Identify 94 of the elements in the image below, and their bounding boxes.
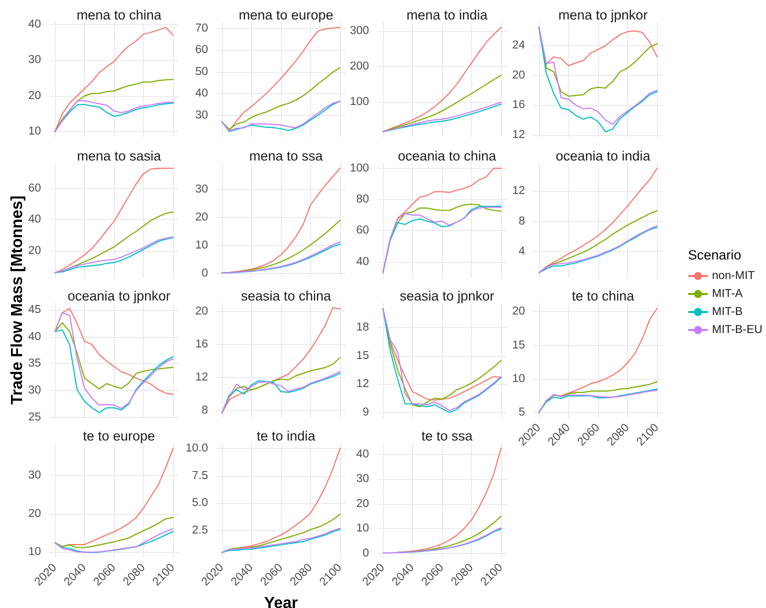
line-series [221, 67, 341, 130]
y-tick-label: 30 [195, 183, 208, 196]
line-series [382, 26, 502, 132]
y-tick-label: 15 [356, 350, 369, 362]
y-tick-label: 15 [512, 339, 525, 352]
chart-title: mena to india [406, 8, 488, 22]
y-tick-label: 10 [28, 126, 41, 138]
y-tick-label: 45 [28, 304, 41, 316]
y-tick-label: 70 [195, 22, 208, 35]
y-tick-label: 40 [28, 330, 41, 343]
y-tick-label: 100 [350, 162, 369, 174]
y-tick-label: 100 [350, 96, 369, 108]
y-tick-label: 20 [512, 69, 525, 82]
line-series [54, 312, 174, 409]
legend-label: MIT-A [712, 288, 743, 300]
x-axis-title: Year [264, 594, 298, 608]
y-tick-label: 8 [518, 215, 525, 228]
y-tick-label: 18 [356, 322, 369, 334]
y-tick-label: 0 [202, 268, 208, 280]
y-tick-label: 8 [202, 404, 208, 417]
line-series [54, 26, 174, 132]
y-tick-label: 5 [518, 406, 525, 419]
y-tick-label: 4 [518, 246, 526, 258]
line-series [54, 322, 174, 390]
chart-title: te to europe [82, 428, 156, 444]
y-tick-label: 30 [28, 469, 41, 482]
y-tick-label: 50 [195, 66, 208, 78]
chart-title: oceania to china [398, 148, 497, 164]
y-tick-label: 30 [28, 54, 41, 66]
y-tick-label: 60 [356, 224, 369, 237]
y-tick-label: 20 [195, 305, 208, 318]
line-series [538, 168, 658, 274]
y-tick-label: 12 [512, 184, 525, 197]
y-tick-label: 20 [28, 244, 41, 257]
y-tick-label: 20 [28, 90, 41, 102]
y-tick-label: 9 [362, 406, 369, 418]
y-tick-label: 35 [28, 358, 41, 370]
chart-title: seasia to jpnkor [400, 288, 495, 304]
y-tick-label: 10 [356, 522, 369, 535]
y-tick-label: 30 [28, 384, 41, 397]
legend-title: Scenario [688, 248, 742, 262]
y-tick-label: 40 [356, 448, 369, 460]
y-tick-label: 24 [512, 40, 526, 52]
y-tick-label: 40 [28, 214, 41, 226]
y-tick-label: 40 [356, 256, 369, 268]
y-axis-title: Trade Flow Mass [Mtonnes] [8, 194, 27, 406]
chart-title: seasia to china [240, 288, 332, 304]
line-series [54, 517, 174, 548]
y-tick-label: 20 [356, 498, 369, 510]
y-tick-label: 200 [350, 60, 369, 73]
y-tick-label: 30 [195, 109, 208, 122]
chart-title: mena to jpnkor [558, 8, 648, 22]
y-tick-label: 60 [195, 44, 208, 56]
line-series [54, 168, 174, 274]
chart-title: mena to ssa [249, 148, 324, 164]
y-tick-label: 5.0 [192, 497, 208, 510]
y-tick-label: 60 [28, 182, 41, 195]
y-tick-label: 2.5 [192, 524, 208, 537]
chart-title: oceania to india [556, 148, 651, 164]
y-tick-label: 12 [195, 371, 208, 384]
chart-title: oceania to jpnkor [68, 288, 171, 304]
y-tick-label: 40 [28, 18, 41, 30]
legend-label: MIT-B [712, 306, 743, 318]
chart-title: mena to sasia [76, 148, 162, 164]
y-tick-label: 20 [195, 211, 208, 224]
line-series [397, 516, 502, 553]
line-series [382, 527, 502, 554]
y-tick-label: 10 [28, 546, 41, 558]
chart-title: te to ssa [421, 428, 474, 444]
y-tick-label: 16 [512, 99, 525, 112]
y-tick-label: 10 [195, 239, 208, 252]
y-tick-label: 16 [195, 338, 208, 350]
line-series [54, 78, 174, 132]
y-tick-label: 80 [356, 193, 369, 206]
chart-title: mena to europe [238, 8, 334, 22]
legend-label: MIT-B-EU [712, 324, 762, 336]
chart-title: te to india [256, 428, 316, 444]
line-series [382, 74, 502, 132]
y-tick-label: 12 [356, 378, 369, 390]
y-tick-label: 7.5 [192, 470, 208, 482]
line-series [54, 329, 174, 414]
chart-title: mena to china [76, 8, 162, 22]
y-tick-label: 30 [356, 473, 369, 486]
y-tick-label: 20 [28, 508, 41, 520]
y-tick-label: 300 [350, 24, 369, 37]
y-tick-label: 25 [28, 411, 41, 424]
chart-title: te to china [572, 288, 635, 304]
legend-label: non-MIT [712, 270, 755, 282]
y-tick-label: 12 [512, 128, 525, 141]
y-tick-label: 20 [512, 306, 525, 318]
y-tick-label: 10 [512, 372, 525, 385]
y-tick-label: 10.0 [186, 442, 208, 454]
y-tick-label: 0 [362, 547, 369, 560]
y-tick-label: 40 [195, 88, 208, 100]
